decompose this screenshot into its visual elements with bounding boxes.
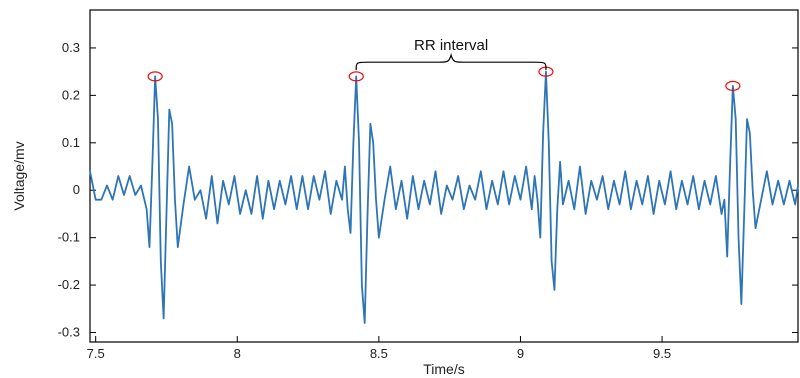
- y-tick-label: -0.1: [58, 230, 80, 245]
- plot-frame: [89, 9, 799, 343]
- x-tick-label: 9: [517, 346, 524, 361]
- y-tick-label: -0.2: [58, 277, 80, 292]
- y-tick-label: 0.1: [62, 135, 80, 150]
- y-tick-label: 0: [73, 182, 80, 197]
- x-tick-label: 8.5: [370, 346, 388, 361]
- x-ticks: 7.5 8 8.5 9 9.5: [87, 336, 671, 361]
- r-peak-markers: [147, 66, 741, 91]
- y-tick-label: 0.2: [62, 87, 80, 102]
- x-tick-label: 9.5: [653, 346, 671, 361]
- y-tick-label: 0.3: [62, 40, 80, 55]
- x-tick-label: 7.5: [87, 346, 105, 361]
- r-peak-marker: [348, 71, 364, 82]
- x-axis-label: Time/s: [423, 361, 464, 377]
- ecg-series-line: [89, 70, 799, 324]
- rr-interval-label: RR interval: [414, 37, 488, 54]
- rr-interval-brace: [355, 52, 547, 71]
- x-tick-label: 8: [234, 346, 241, 361]
- r-peak-marker: [147, 71, 163, 82]
- y-ticks: 0.3 0.2 0.1 0 -0.1 -0.2 -0.3: [58, 40, 798, 340]
- y-axis-label: Voltage/mv: [11, 141, 27, 210]
- r-peak-marker: [725, 80, 741, 91]
- series-layer: [89, 70, 799, 324]
- y-tick-label: -0.3: [58, 325, 80, 340]
